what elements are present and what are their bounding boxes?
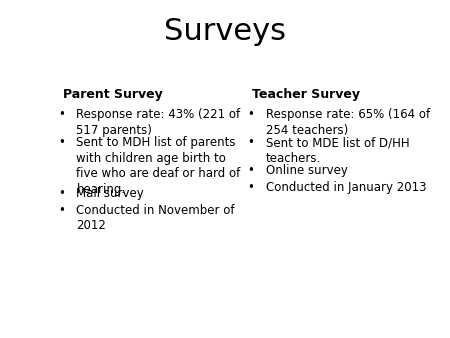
Text: •: •	[58, 108, 65, 121]
Text: Response rate: 65% (164 of
254 teachers): Response rate: 65% (164 of 254 teachers)	[266, 108, 430, 137]
Text: Surveys: Surveys	[164, 17, 286, 46]
Text: •: •	[58, 204, 65, 217]
Text: Parent Survey: Parent Survey	[63, 88, 162, 101]
Text: Sent to MDE list of D/HH
teachers.: Sent to MDE list of D/HH teachers.	[266, 136, 409, 165]
Text: Conducted in January 2013: Conducted in January 2013	[266, 181, 426, 194]
Text: Online survey: Online survey	[266, 164, 347, 177]
Text: •: •	[58, 187, 65, 200]
Text: •: •	[248, 136, 254, 149]
Text: Sent to MDH list of parents
with children age birth to
five who are deaf or hard: Sent to MDH list of parents with childre…	[76, 136, 241, 196]
Text: •: •	[248, 181, 254, 194]
Text: •: •	[248, 108, 254, 121]
Text: Mail survey: Mail survey	[76, 187, 144, 200]
Text: •: •	[248, 164, 254, 177]
Text: •: •	[58, 136, 65, 149]
Text: Response rate: 43% (221 of
517 parents): Response rate: 43% (221 of 517 parents)	[76, 108, 241, 137]
Text: Teacher Survey: Teacher Survey	[252, 88, 360, 101]
Text: Conducted in November of
2012: Conducted in November of 2012	[76, 204, 235, 232]
